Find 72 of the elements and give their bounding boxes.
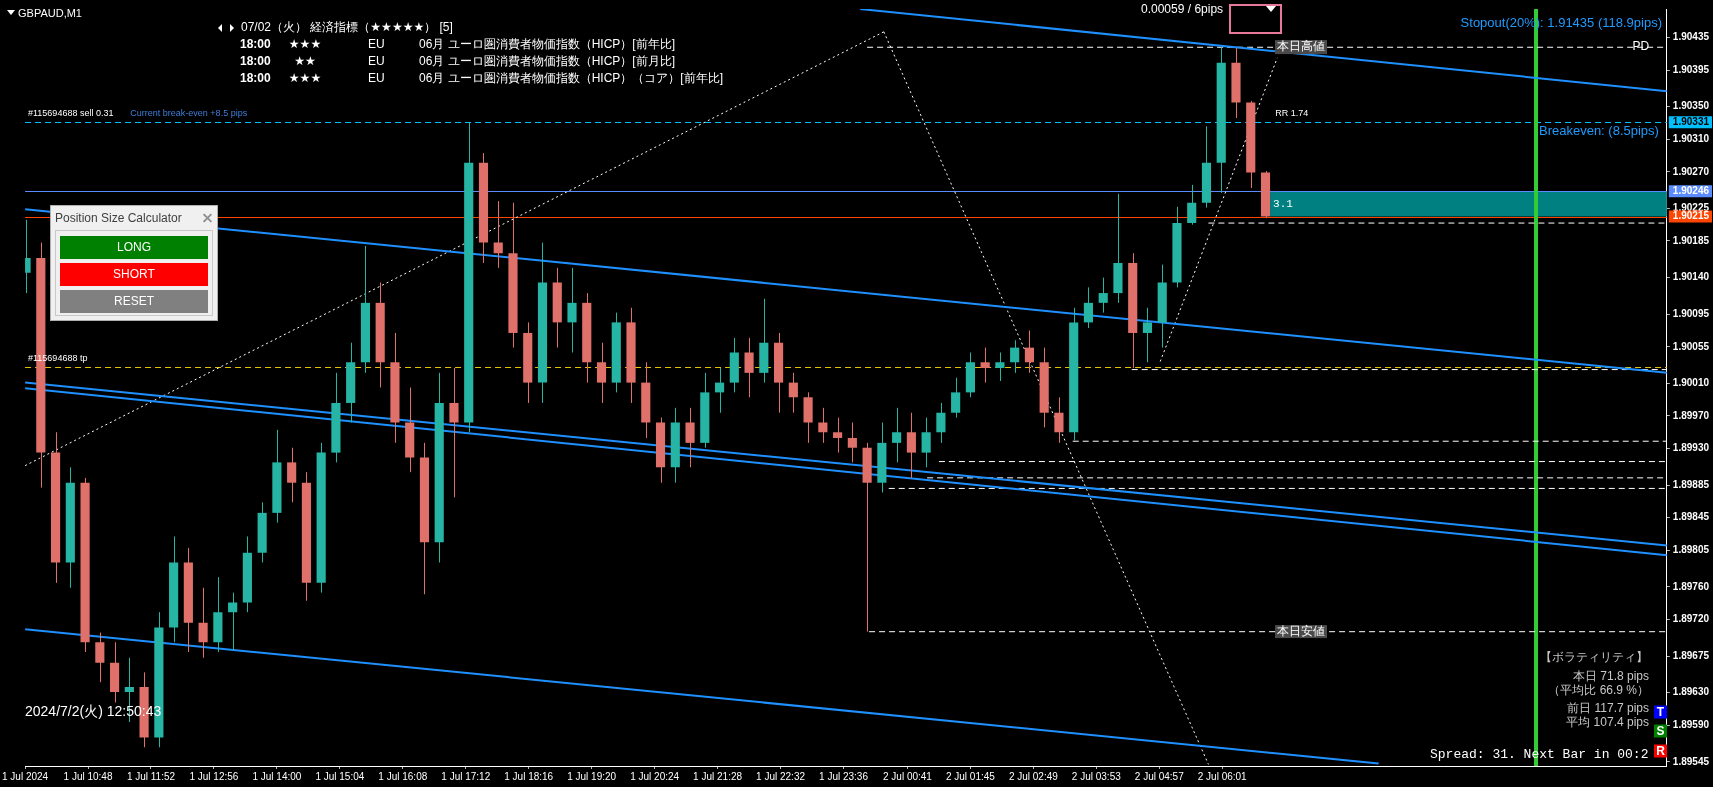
- x-tick-label: 1 Jul 19:20: [567, 770, 617, 782]
- x-tick-label: 1 Jul 23:36: [819, 770, 869, 782]
- y-tick-label: 1.89720: [1672, 613, 1710, 625]
- annotation: 0.00059 / 6pips: [1141, 2, 1224, 17]
- annotation: 本日安値: [1275, 623, 1328, 639]
- annotation: 平均 107.4 pips: [1566, 714, 1649, 729]
- annotation: 本日高値: [1275, 39, 1328, 55]
- annotation: SHORT: [113, 267, 155, 281]
- ref-line-label: 1.90246: [1672, 185, 1710, 197]
- annotation: RR 1.74: [1275, 107, 1309, 119]
- x-tick-label: 1 Jul 15:04: [315, 770, 365, 782]
- y-tick-label: 1.89930: [1672, 442, 1710, 454]
- x-tick-label: 1 Jul 17:12: [441, 770, 491, 782]
- annotation: PD: [1632, 39, 1650, 55]
- x-tick-label: 2 Jul 01:45: [945, 770, 996, 782]
- y-tick-label: 1.89675: [1672, 649, 1710, 661]
- letter-icon: S: [1654, 724, 1667, 738]
- x-tick-label: 2 Jul 04:57: [1134, 770, 1185, 782]
- y-tick-label: 1.89970: [1672, 409, 1710, 421]
- x-tick-label: 2 Jul 02:49: [1008, 770, 1059, 782]
- text: 18:00 ★★★ EU 06月 ユーロ圏消費者物価指数（HICP）[前年比]: [240, 37, 676, 52]
- y-tick-label: 1.89545: [1672, 755, 1710, 767]
- x-tick-label: 1 Jul 21:28: [693, 770, 743, 782]
- band-label: 3.1: [1273, 197, 1294, 210]
- annotation: Breakeven: (8.5pips): [1538, 123, 1659, 140]
- x-tick-label: 2 Jul 03:53: [1071, 770, 1122, 782]
- x-tick-label: 1 Jul 22:32: [756, 770, 806, 782]
- annotation: 07/02（火） 経済指標（★★★★★） [5]: [241, 20, 453, 35]
- x-tick-label: 1 Jul 20:24: [630, 770, 680, 782]
- y-tick-label: 1.90095: [1672, 307, 1710, 319]
- annotation: （平均比 66.9 %）: [1548, 682, 1649, 697]
- x-tick-label: 1 Jul 18:16: [504, 770, 554, 782]
- y-tick-label: 1.90395: [1672, 63, 1710, 75]
- annotation: #115694688 sell 0.31: [28, 107, 114, 119]
- y-tick-label: 1.90185: [1672, 234, 1710, 246]
- x-tick-label: 1 Jul 11:52: [126, 770, 176, 782]
- button: SHORT: [60, 263, 208, 286]
- annotation: LONG: [116, 240, 151, 254]
- letter-icon: R: [1654, 744, 1667, 758]
- y-tick-label: 1.90270: [1672, 165, 1710, 177]
- annotation: Current break-even +8.5 pips: [130, 107, 248, 119]
- button: RESET: [60, 290, 208, 313]
- x-tick-label: 2 Jul 00:41: [882, 770, 933, 782]
- y-tick-label: 1.90055: [1672, 340, 1710, 352]
- x-tick-label: 1 Jul 2024: [2, 770, 49, 782]
- x-tick-label: 1 Jul 14:00: [252, 770, 302, 782]
- y-tick-label: 1.89885: [1672, 478, 1710, 490]
- annotation: Position Size Calculator: [55, 211, 182, 225]
- y-tick-label: 1.90140: [1672, 271, 1710, 283]
- annotation: 前日 117.7 pips: [1567, 700, 1649, 715]
- x-tick-label: 2 Jul 06:01: [1197, 770, 1248, 782]
- ref-line-label: 1.90331: [1672, 115, 1710, 127]
- annotation: 本日 71.8 pips: [1572, 668, 1649, 683]
- letter-icon: T: [1654, 705, 1667, 719]
- y-tick-label: 1.89760: [1672, 580, 1710, 592]
- text: 18:00 ★★ EU 06月 ユーロ圏消費者物価指数（HICP）[前月比]: [240, 54, 676, 69]
- annotation: RESET: [113, 294, 154, 308]
- y-tick-label: 1.89590: [1672, 719, 1710, 731]
- y-tick-label: 1.89630: [1672, 686, 1710, 698]
- annotation: 【ボラティリティ】: [1540, 649, 1648, 664]
- chart-title: GBPAUD,M1: [18, 6, 82, 20]
- x-tick-label: 1 Jul 10:48: [63, 770, 113, 782]
- y-tick-label: 1.90350: [1672, 100, 1710, 112]
- y-tick-label: 1.90310: [1672, 132, 1710, 144]
- button: LONG: [60, 236, 208, 259]
- x-tick-label: 1 Jul 16:08: [378, 770, 428, 782]
- y-tick-label: 1.89805: [1672, 544, 1710, 556]
- text: 18:00 ★★★ EU 06月 ユーロ圏消費者物価指数（HICP）（コア）[前年比]: [240, 71, 724, 86]
- y-tick-label: 1.89845: [1672, 511, 1710, 523]
- y-tick-label: 1.90435: [1672, 31, 1710, 43]
- y-tick-label: 1.90010: [1672, 377, 1710, 389]
- x-tick-label: 1 Jul 12:56: [189, 770, 239, 782]
